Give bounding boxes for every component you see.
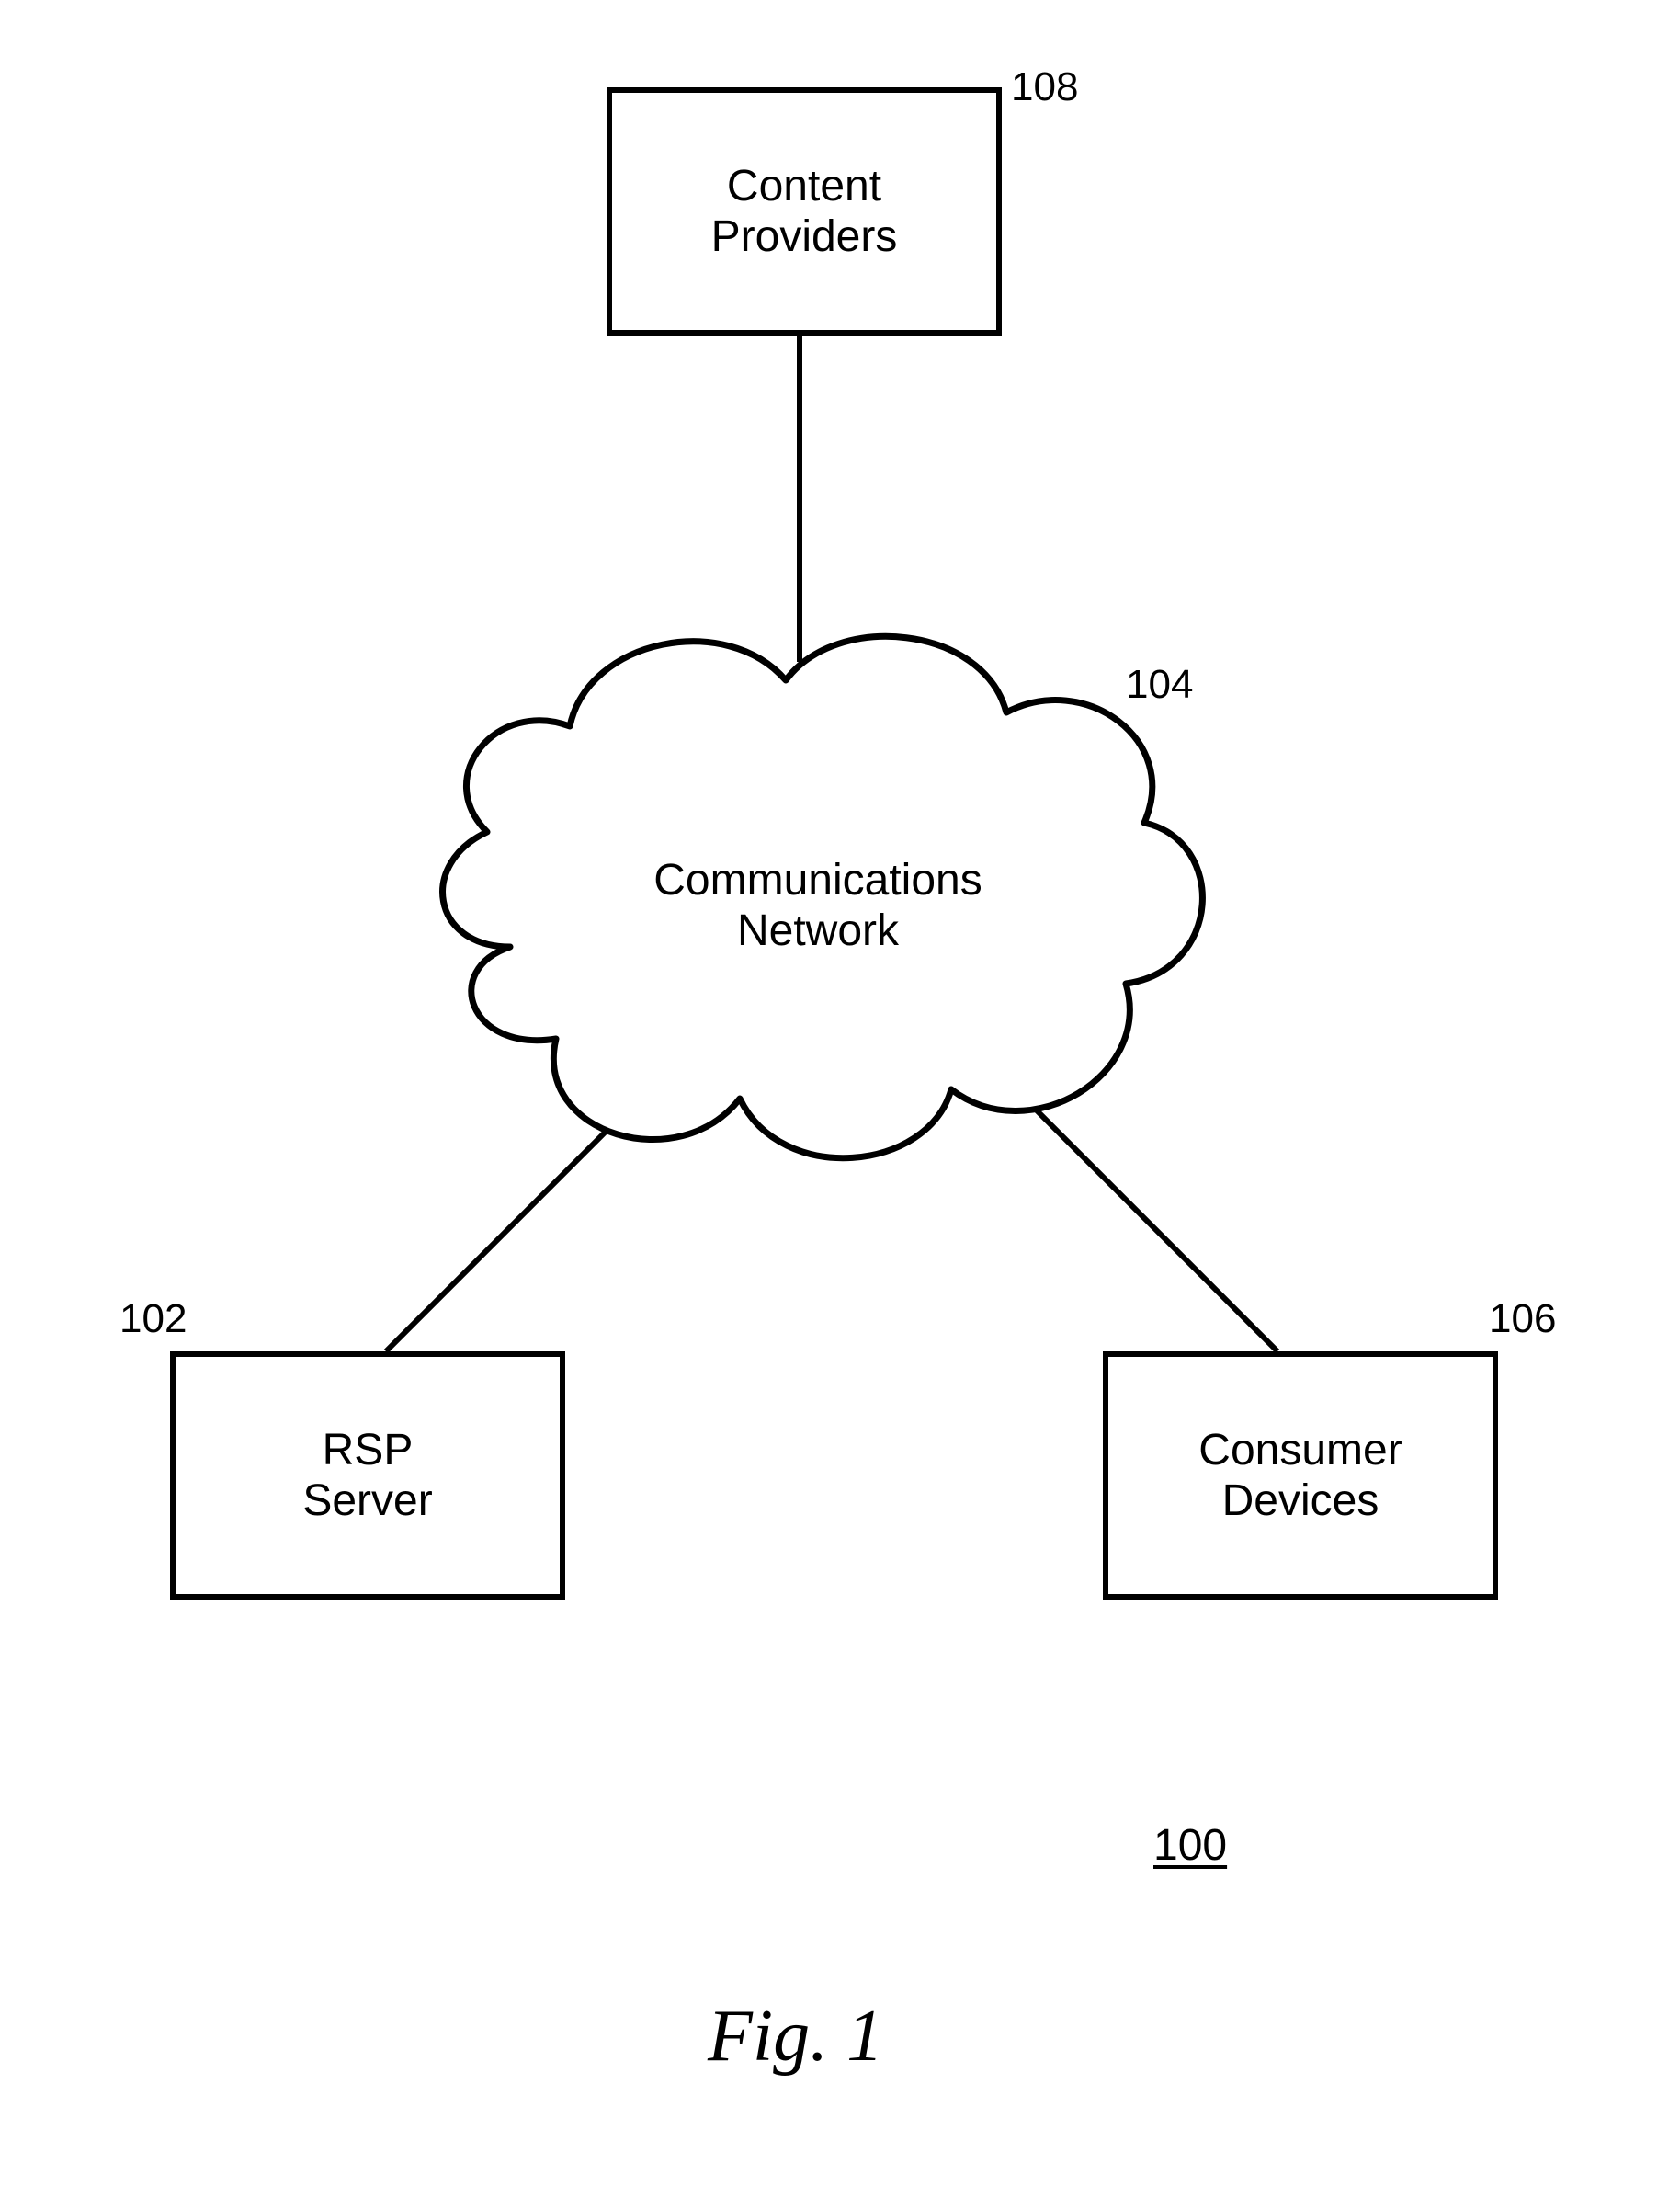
- ref-rsp-server: 102: [119, 1296, 187, 1342]
- connector-rsp-to-cloud: [386, 1131, 607, 1351]
- node-cd-line1: Consumer: [1198, 1426, 1402, 1475]
- node-cp-line1: Content: [727, 162, 881, 211]
- node-content-providers: Content Providers: [607, 87, 1002, 336]
- figure-caption: Fig. 1: [708, 1995, 883, 2078]
- node-cd-line2: Devices: [1222, 1476, 1379, 1525]
- cloud-ref: 104: [1126, 662, 1193, 708]
- node-cp-line2: Providers: [711, 212, 898, 261]
- cloud-label-line1: Communications: [653, 856, 982, 905]
- diagram-stage: Communications Network 104 Content Provi…: [0, 0, 1680, 2198]
- node-consumer-label: Consumer Devices: [1198, 1425, 1402, 1526]
- node-rsp-label: RSP Server: [302, 1425, 432, 1526]
- node-content-providers-label: Content Providers: [711, 161, 898, 262]
- ref-consumer-devices: 106: [1489, 1296, 1556, 1342]
- node-consumer-devices: Consumer Devices: [1103, 1351, 1498, 1600]
- connector-consumer-to-cloud: [1029, 1103, 1277, 1351]
- cloud-label-line2: Network: [737, 906, 899, 955]
- node-rsp-line2: Server: [302, 1476, 432, 1525]
- cloud-label: Communications Network: [625, 855, 1011, 956]
- node-rsp-line1: RSP: [323, 1426, 414, 1475]
- figure-number: 100: [1153, 1820, 1227, 1871]
- node-rsp-server: RSP Server: [170, 1351, 565, 1600]
- ref-content-providers: 108: [1011, 64, 1078, 110]
